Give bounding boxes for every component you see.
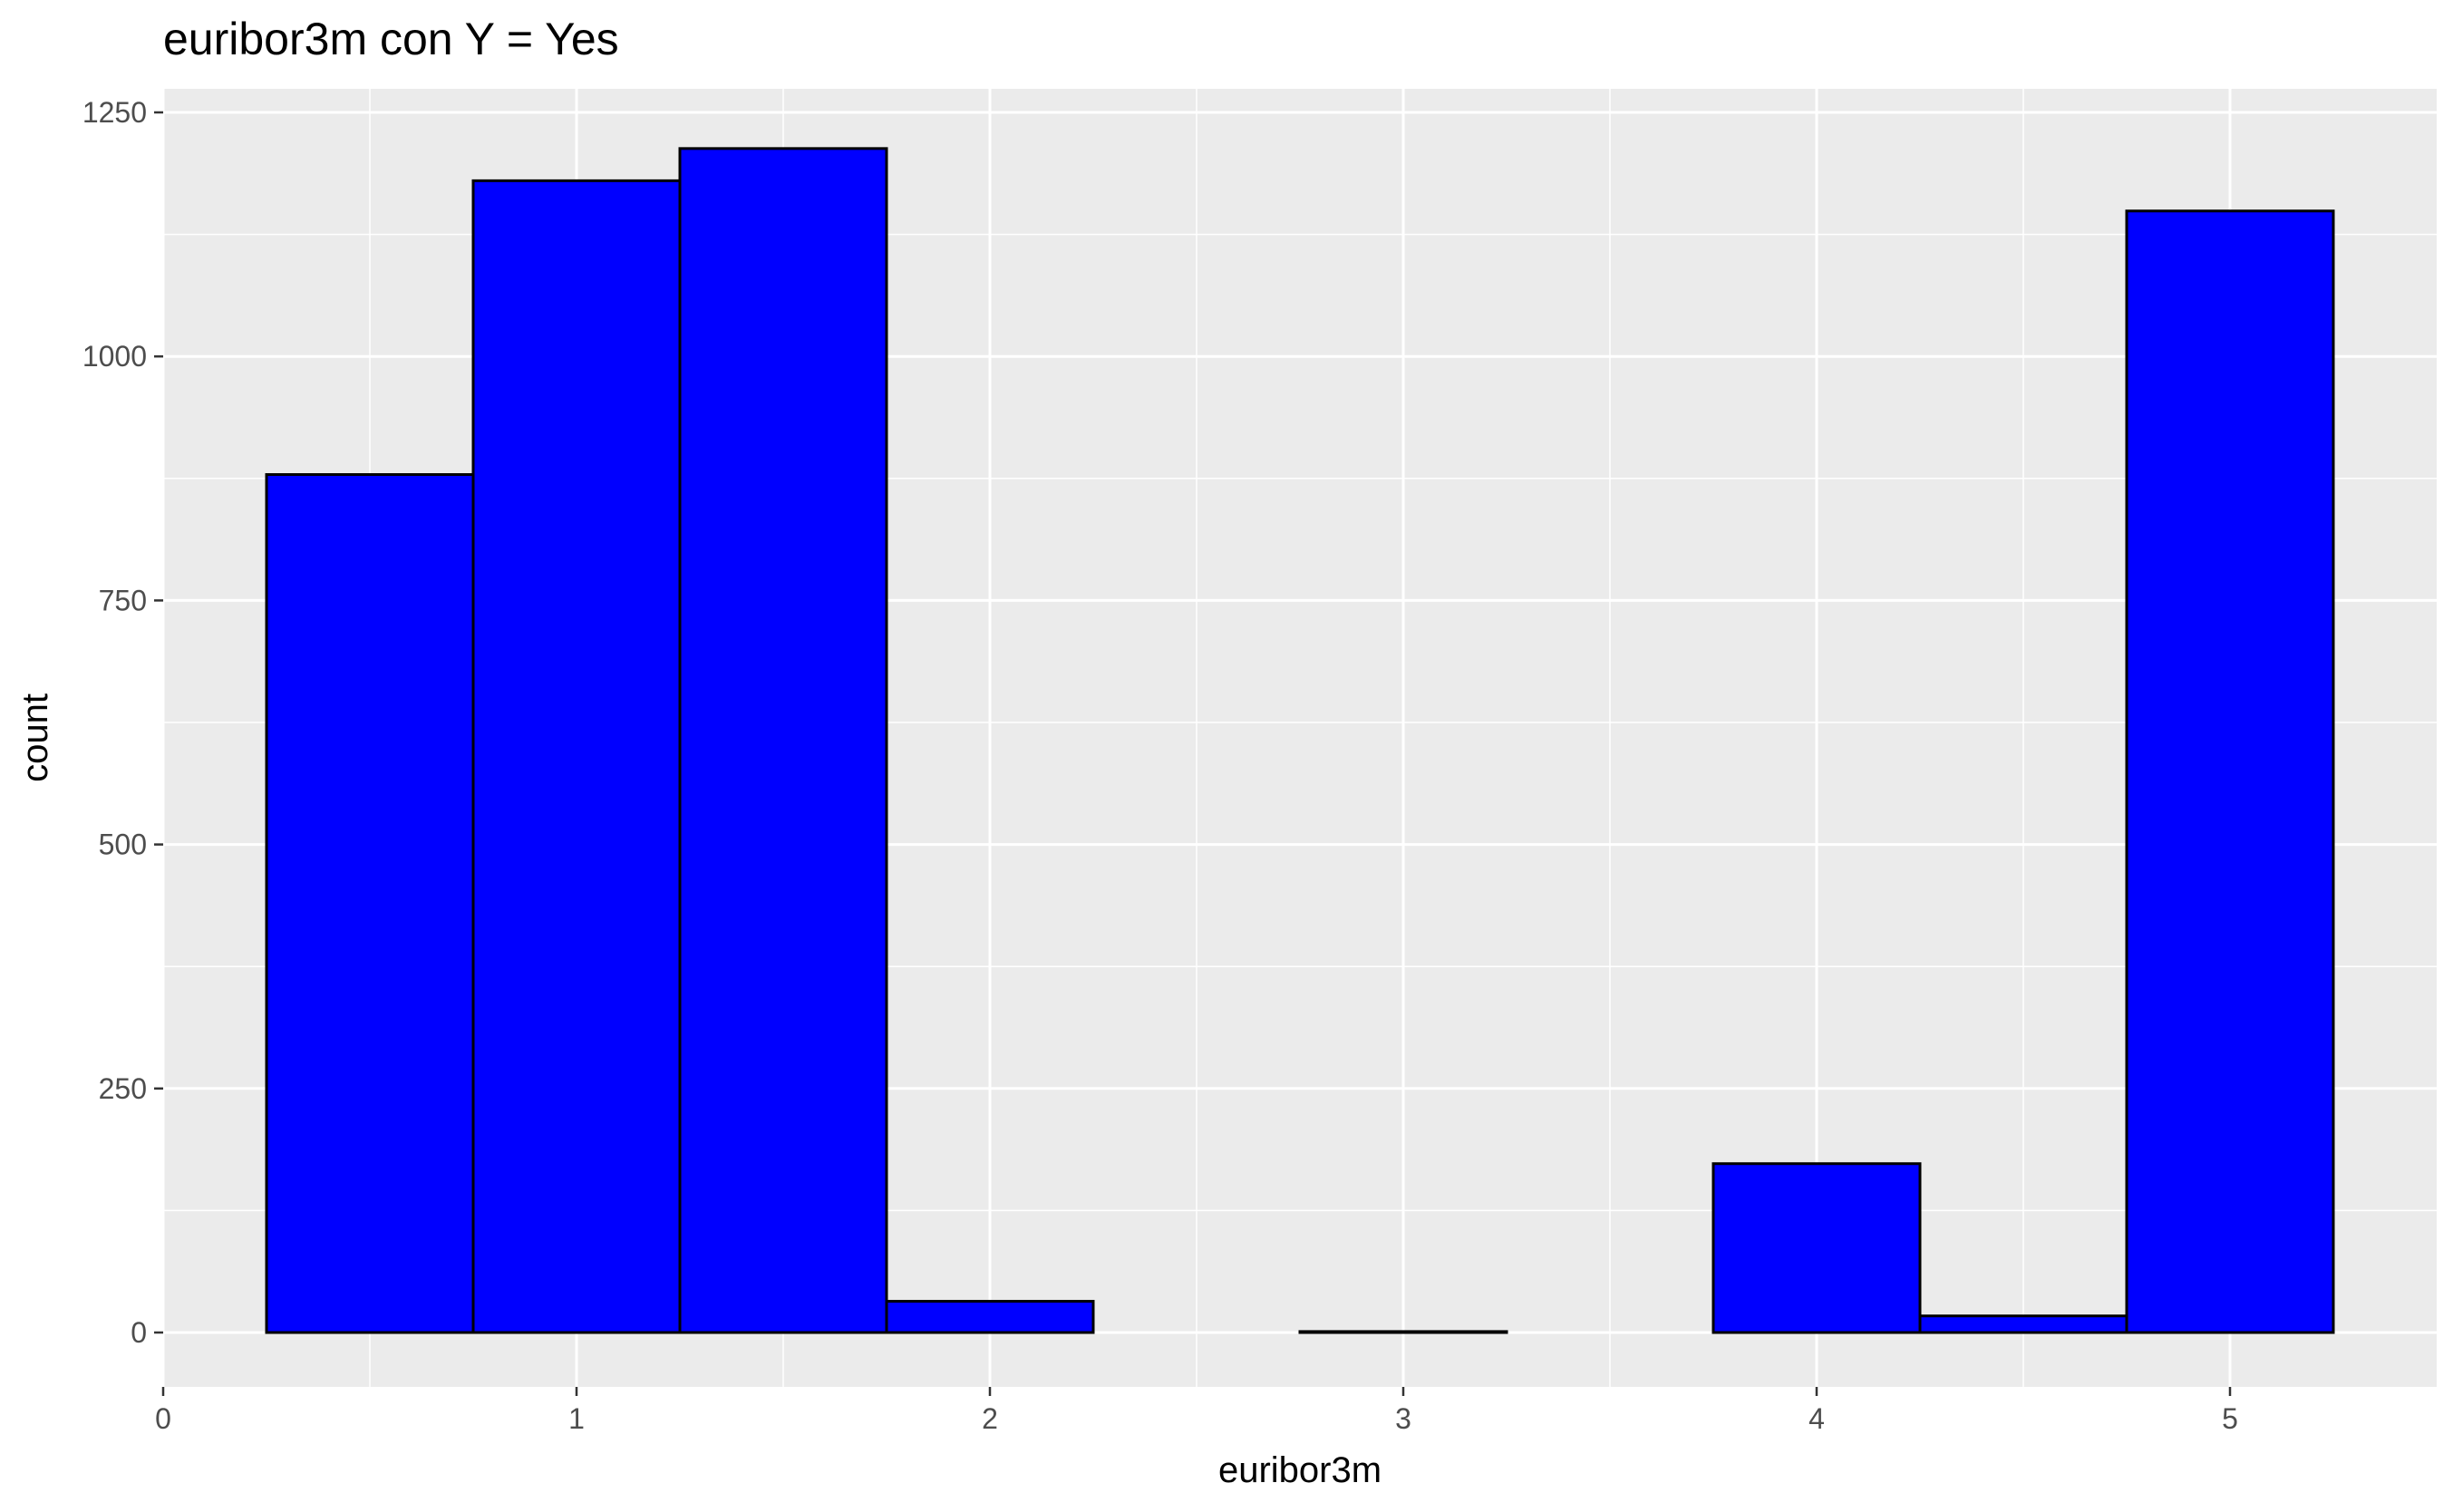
- histogram-bar: [678, 147, 888, 1334]
- histogram-bar: [265, 472, 475, 1334]
- histogram-bars: [265, 147, 2335, 1334]
- x-tick-label: 3: [1395, 1402, 1411, 1435]
- y-tick-label: 750: [99, 584, 147, 616]
- x-tick-label: 5: [2222, 1402, 2238, 1435]
- y-tick-label: 250: [99, 1072, 147, 1105]
- x-tick-label: 2: [982, 1402, 998, 1435]
- histogram-bar: [2125, 209, 2335, 1334]
- y-axis-title: count: [15, 693, 55, 782]
- histogram-bar: [471, 179, 682, 1334]
- histogram-bar: [885, 1300, 1095, 1334]
- x-tick-label: 0: [155, 1402, 171, 1435]
- histogram-bar: [1298, 1330, 1508, 1334]
- histogram-bar: [1711, 1162, 1922, 1334]
- x-axis: 0 1 2 3 4 5: [155, 1387, 2238, 1435]
- x-tick-label: 4: [1808, 1402, 1825, 1435]
- y-axis: 0 250 500 750 1000 1250: [82, 96, 163, 1349]
- x-axis-title: euribor3m: [1218, 1450, 1382, 1490]
- y-tick-label: 0: [131, 1316, 147, 1349]
- histogram-bar: [1918, 1314, 2128, 1334]
- chart-title: euribor3m con Y = Yes: [163, 14, 619, 64]
- y-tick-label: 1000: [82, 340, 147, 373]
- y-tick-label: 500: [99, 829, 147, 861]
- x-tick-label: 1: [568, 1402, 585, 1435]
- y-tick-label: 1250: [82, 96, 147, 129]
